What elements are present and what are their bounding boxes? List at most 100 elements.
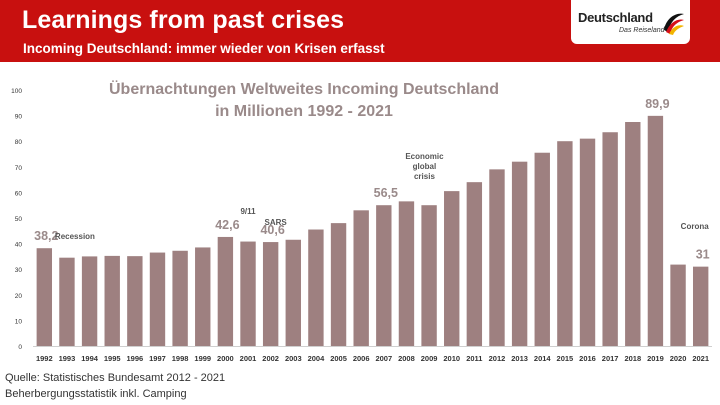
x-tick-label: 2013 — [511, 354, 528, 363]
bar-2015 — [557, 141, 573, 346]
data-label: 56,5 — [374, 186, 398, 200]
bar-chart: Übernachtungen Weltweites Incoming Deuts… — [11, 79, 712, 363]
bar-2008 — [398, 201, 415, 346]
annotation-line: SARS — [265, 218, 288, 227]
y-tick-label: 80 — [15, 139, 23, 146]
x-tick-label: 2021 — [692, 354, 709, 363]
x-tick-label: 1998 — [172, 354, 189, 363]
x-tick-label: 1992 — [36, 354, 53, 363]
x-tick-label: 2019 — [647, 354, 664, 363]
source-line-2: Beherbergungsstatistik inkl. Camping — [5, 388, 187, 400]
header-banner: Learnings from past crises Incoming Deut… — [0, 0, 720, 62]
data-label: 89,9 — [645, 97, 669, 111]
bar-1997 — [149, 252, 166, 346]
x-tick-label: 1993 — [59, 354, 76, 363]
flag-swirl-icon — [664, 13, 684, 35]
bar-2003 — [285, 239, 301, 346]
bar-2021 — [692, 266, 709, 346]
x-tick-label: 2017 — [602, 354, 619, 363]
bar-2002 — [262, 242, 279, 346]
brand-logo: Deutschland Das Reiseland — [571, 0, 690, 44]
y-tick-label: 100 — [11, 88, 22, 95]
bar-2009 — [421, 205, 437, 346]
source-line-1: Quelle: Statistisches Bundesamt 2012 - 2… — [5, 372, 226, 384]
annotation-line: 9/11 — [240, 207, 256, 216]
x-tick-label: 1994 — [81, 354, 99, 363]
x-tick-label: 2003 — [285, 354, 302, 363]
data-label: 31 — [696, 248, 710, 262]
bar-2004 — [308, 229, 324, 346]
x-tick-label: 2020 — [670, 354, 687, 363]
page-title: Learnings from past crises — [22, 6, 345, 34]
x-tick-label: 2007 — [375, 354, 392, 363]
y-tick-label: 60 — [15, 190, 23, 197]
annotation-label: SARS — [265, 218, 288, 227]
bar-2018 — [625, 122, 641, 346]
y-tick-label: 40 — [15, 242, 23, 249]
annotation-line: Economic — [405, 152, 444, 161]
annotation-line: global — [413, 162, 437, 171]
bar-2011 — [466, 182, 483, 346]
data-label: 38,2 — [34, 229, 58, 243]
annotation-label: 9/11 — [240, 207, 256, 216]
bar-1998 — [172, 250, 188, 346]
x-tick-label: 2004 — [308, 354, 326, 363]
bar-2013 — [511, 161, 528, 346]
x-tick-label: 1999 — [194, 354, 211, 363]
y-tick-label: 50 — [15, 216, 23, 223]
y-tick-label: 10 — [15, 318, 23, 325]
bar-1996 — [127, 256, 143, 346]
bar-2014 — [534, 152, 550, 346]
bar-2020 — [670, 264, 686, 346]
x-tick-label: 2005 — [330, 354, 347, 363]
bar-2005 — [330, 223, 347, 346]
annotation-line: Corona — [681, 222, 710, 231]
bar-2001 — [240, 241, 256, 346]
y-tick-label: 90 — [15, 114, 23, 121]
annotation-line: crisis — [414, 172, 435, 181]
chart-title: Übernachtungen Weltweites Incoming Deuts… — [109, 79, 499, 98]
x-tick-label: 2012 — [489, 354, 506, 363]
y-tick-label: 20 — [15, 293, 23, 300]
x-tick-label: 2014 — [534, 354, 552, 363]
x-tick-label: 2009 — [421, 354, 438, 363]
annotation-label: Corona — [681, 222, 710, 231]
annotation-label: Economic global crisis — [405, 152, 444, 181]
bar-1995 — [104, 255, 120, 346]
page-subtitle: Incoming Deutschland: immer wieder von K… — [23, 41, 385, 56]
logo-tagline: Das Reiseland — [619, 27, 665, 34]
bar-2016 — [579, 138, 596, 346]
x-tick-label: 2010 — [443, 354, 460, 363]
x-tick-label: 2001 — [240, 354, 257, 363]
bar-1993 — [59, 257, 75, 346]
bar-1994 — [81, 256, 98, 346]
x-tick-label: 2008 — [398, 354, 415, 363]
x-tick-label: 1995 — [104, 354, 121, 363]
bar-2010 — [444, 191, 460, 346]
bar-2007 — [376, 205, 392, 346]
bar-1992 — [36, 248, 53, 346]
annotation-line: Recession — [55, 232, 95, 241]
bar-2017 — [602, 132, 618, 346]
bar-2006 — [353, 210, 369, 346]
data-label: 42,6 — [215, 218, 239, 232]
x-tick-label: 1996 — [127, 354, 144, 363]
x-tick-label: 2018 — [624, 354, 641, 363]
x-tick-label: 2002 — [262, 354, 279, 363]
x-tick-label: 2006 — [353, 354, 370, 363]
bar-2019 — [647, 115, 664, 346]
y-tick-label: 0 — [18, 344, 22, 351]
x-tick-label: 1997 — [149, 354, 166, 363]
x-tick-label: 2016 — [579, 354, 596, 363]
logo-wordmark: Deutschland — [578, 10, 653, 25]
data-label: 40,6 — [260, 223, 284, 237]
bar-1999 — [195, 247, 211, 346]
x-tick-label: 2015 — [557, 354, 574, 363]
x-tick-label: 2011 — [466, 354, 482, 363]
x-tick-label: 2000 — [217, 354, 234, 363]
y-tick-label: 30 — [15, 267, 23, 274]
bar-2000 — [217, 236, 234, 346]
y-tick-label: 70 — [15, 165, 23, 172]
bar-2012 — [489, 169, 505, 346]
annotation-label: Recession — [55, 232, 95, 241]
